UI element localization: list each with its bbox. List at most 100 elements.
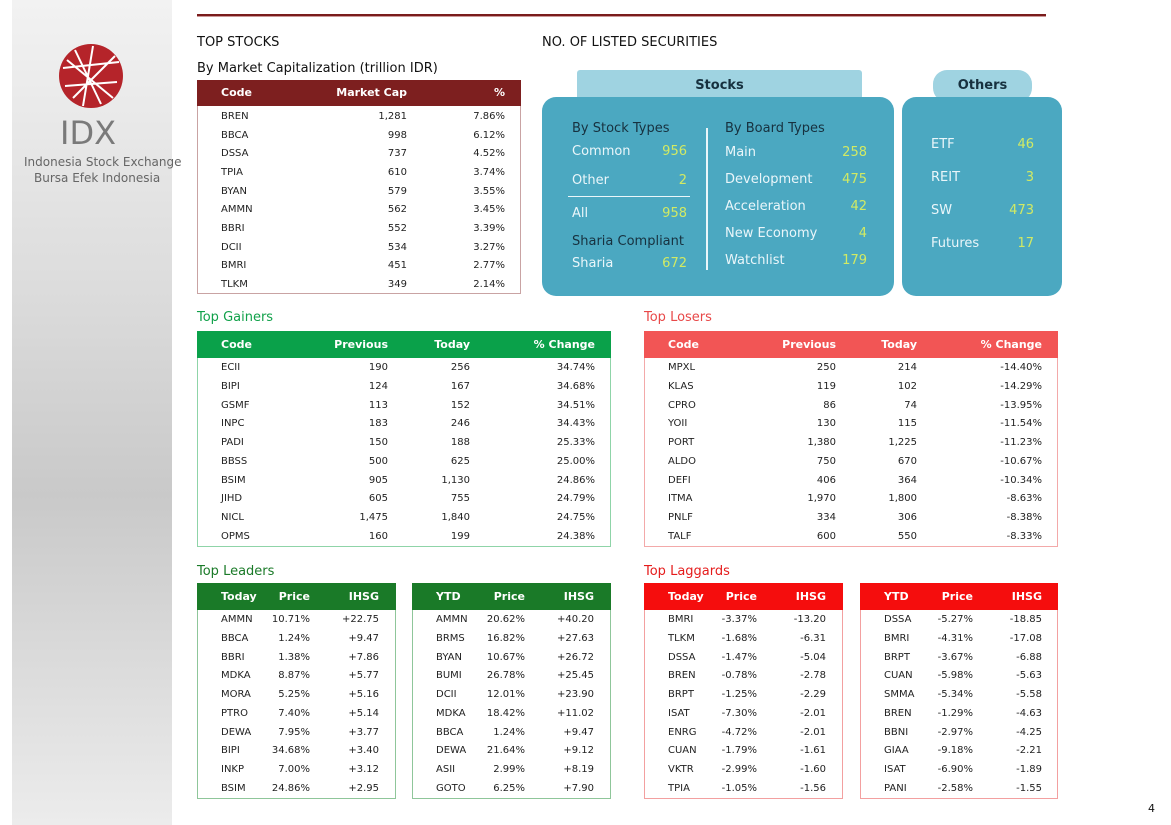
header-cell: Price	[941, 589, 973, 603]
table-cell: 3.27%	[473, 241, 505, 253]
table-cell: 406	[816, 474, 836, 486]
table-cell: 1.24%	[493, 726, 525, 738]
table-cell: -11.23%	[1000, 437, 1042, 449]
table-cell: -0.78%	[721, 670, 757, 682]
header-cell: Price	[278, 589, 310, 603]
table-cell: CPRO	[668, 399, 696, 411]
header-cell: IHSG	[1011, 589, 1042, 603]
table-cell: AMMN	[436, 614, 468, 625]
table-cell: 113	[368, 399, 388, 411]
table-cell: -1.25%	[721, 689, 757, 701]
table-cell: -2.78	[800, 670, 826, 682]
header-cell: Code	[221, 86, 252, 99]
table-cell: 1,970	[807, 493, 836, 505]
group-heading: By Board Types	[725, 121, 825, 136]
table-header	[197, 331, 611, 358]
table-cell: 562	[387, 204, 407, 216]
table-cell: 16.82%	[486, 632, 525, 644]
table-cell: 167	[450, 380, 470, 392]
others-box	[902, 97, 1062, 296]
table-cell: -10.67%	[1000, 455, 1042, 467]
table-cell: -5.27%	[937, 614, 973, 625]
item-label: Watchlist	[725, 253, 785, 268]
table-cell: 12.01%	[486, 689, 525, 701]
divider	[568, 196, 690, 197]
table-cell: ECII	[221, 362, 241, 373]
section-title: TOP STOCKS	[197, 35, 280, 50]
table-cell: 3.39%	[473, 223, 505, 235]
section-title: NO. OF LISTED SECURITIES	[542, 35, 718, 50]
table-cell: 610	[387, 167, 407, 178]
table-cell: 998	[387, 129, 407, 141]
table-cell: 364	[897, 474, 917, 486]
table-cell: CUAN	[668, 745, 697, 757]
table-cell: 199	[450, 531, 470, 543]
item-value: 956	[662, 144, 687, 159]
item-value: 958	[662, 206, 687, 221]
table-cell: ALDO	[668, 455, 696, 467]
table-cell: GOTO	[436, 783, 466, 795]
table-cell: 1,225	[888, 437, 917, 449]
item-label: Development	[725, 172, 813, 187]
section-title: Top Gainers	[197, 310, 274, 325]
table-cell: -2.01	[800, 707, 826, 719]
header-cell: %	[493, 86, 505, 99]
table-cell: 34.74%	[556, 362, 595, 373]
table-cell: -13.95%	[1000, 399, 1042, 411]
table-cell: 1,800	[888, 493, 917, 505]
table-cell: -2.01	[800, 726, 826, 738]
table-cell: +3.40	[348, 745, 379, 757]
item-value: 475	[842, 172, 867, 187]
table-cell: 24.79%	[556, 493, 595, 505]
table-cell: ISAT	[668, 707, 690, 719]
header-cell: Price	[493, 589, 525, 603]
item-label: All	[572, 206, 589, 221]
item-value: 42	[850, 199, 867, 214]
table-cell: -1.89	[1016, 764, 1042, 776]
table-cell: 256	[450, 362, 470, 373]
table-cell: -18.85	[1009, 614, 1042, 625]
table-cell: AMMN	[221, 204, 253, 216]
item-value: 179	[842, 253, 867, 268]
table-cell: BYAN	[221, 185, 247, 197]
item-label: Sharia	[572, 256, 614, 271]
table-cell: 755	[450, 493, 470, 505]
table-cell: 24.38%	[556, 531, 595, 543]
item-label: REIT	[931, 170, 961, 185]
table-cell: GSMF	[221, 399, 250, 411]
table-cell: BIPI	[221, 380, 240, 392]
item-label: Other	[572, 173, 609, 188]
table-cell: NICL	[221, 512, 244, 524]
table-cell: 214	[897, 362, 917, 373]
table-cell: 4.52%	[473, 148, 505, 160]
table-cell: BBCA	[221, 129, 249, 141]
table-cell: -2.29	[800, 689, 826, 701]
table-cell: +26.72	[556, 651, 594, 663]
table-cell: DEFI	[668, 474, 691, 486]
table-cell: ENRG	[668, 726, 697, 738]
header-cell: IHSG	[348, 589, 379, 603]
header-cell: Price	[725, 589, 757, 603]
table-cell: CUAN	[884, 670, 913, 682]
table-cell: -2.21	[1016, 745, 1042, 757]
table-cell: 34.43%	[556, 418, 595, 430]
table-cell: BMRI	[221, 260, 247, 272]
table-cell: 1.38%	[278, 651, 310, 663]
item-label: ETF	[931, 137, 955, 152]
table-cell: -7.30%	[721, 707, 757, 719]
table-cell: -6.90%	[937, 764, 973, 776]
table-cell: -1.47%	[721, 651, 757, 663]
table-cell: 550	[897, 531, 917, 543]
table-header	[644, 583, 843, 610]
table-cell: -1.56	[800, 783, 826, 795]
table-cell: 3.74%	[473, 167, 505, 178]
table-header	[197, 583, 396, 610]
table-cell: 349	[387, 279, 407, 291]
table-cell: 1,380	[807, 437, 836, 449]
table-cell: BBCA	[221, 632, 249, 644]
table-cell: BREN	[884, 707, 912, 719]
table-cell: 7.40%	[278, 707, 310, 719]
table-header	[860, 583, 1058, 610]
logo-line: Bursa Efek Indonesia	[34, 171, 161, 185]
table-cell: MDKA	[436, 707, 466, 719]
